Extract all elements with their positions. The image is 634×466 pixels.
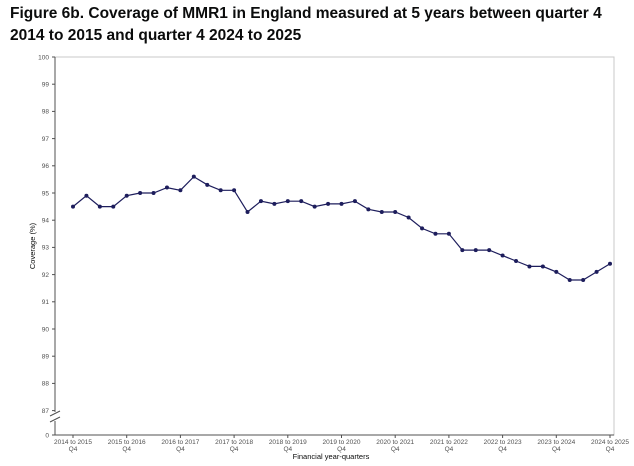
y-tick-label: 87 <box>42 408 50 415</box>
y-tick-label: 93 <box>42 245 50 252</box>
y-tick-label: 95 <box>42 190 50 197</box>
axis-break-mark <box>49 416 61 423</box>
data-point <box>151 191 156 195</box>
x-tick-quarter: Q4 <box>69 446 78 453</box>
data-point <box>446 231 451 236</box>
y-tick-label: 98 <box>42 109 50 116</box>
data-point <box>245 210 250 215</box>
y-tick-label: 92 <box>42 272 50 279</box>
data-point <box>527 264 532 269</box>
y-tick-label: 100 <box>38 54 49 61</box>
y-tick-label: 89 <box>42 354 50 361</box>
data-point <box>554 269 559 274</box>
x-tick-label: 2021 to 2022 <box>430 439 468 446</box>
data-point <box>406 215 411 220</box>
data-point <box>111 204 116 209</box>
y-axis-ticks: 100 99 98 97 96 95 94 93 92 91 90 89 88 87 0 <box>38 54 55 439</box>
axis-break-gap <box>51 412 59 421</box>
data-point <box>594 269 599 274</box>
data-point <box>312 204 317 209</box>
data-point <box>205 182 210 187</box>
x-tick-quarter: Q4 <box>283 446 292 453</box>
data-point <box>326 201 331 206</box>
y-tick-label: 99 <box>42 82 50 89</box>
x-tick-label: 2020 to 2021 <box>376 439 414 446</box>
data-point <box>540 264 545 269</box>
data-point <box>514 259 519 263</box>
data-point <box>581 278 586 283</box>
y-axis-label: Coverage (%) <box>28 222 37 269</box>
plot-border <box>54 56 615 436</box>
data-point <box>379 210 384 215</box>
x-tick-label: 2019 to 2020 <box>323 439 361 446</box>
x-tick-quarter: Q4 <box>552 446 561 453</box>
axis-break-mark <box>49 410 61 417</box>
x-tick-quarter: Q4 <box>122 446 131 453</box>
x-tick-label: 2023 to 2024 <box>537 439 575 446</box>
x-tick-label: 2017 to 2018 <box>215 439 253 446</box>
data-point <box>71 204 75 209</box>
data-point <box>84 193 89 198</box>
chart-title: Figure 6b. Coverage of MMR1 in England m… <box>10 5 602 44</box>
x-tick-quarter: Q4 <box>606 446 615 453</box>
y-tick-label: 97 <box>42 136 50 143</box>
x-tick-label: 2015 to 2016 <box>108 439 146 446</box>
y-tick-label: 94 <box>42 218 50 225</box>
series-layer <box>71 174 612 283</box>
data-point <box>567 278 572 283</box>
plot-frame <box>49 56 615 436</box>
data-point <box>339 201 344 206</box>
data-point <box>608 261 612 266</box>
x-tick-quarter: Q4 <box>176 446 185 453</box>
data-point <box>258 199 263 204</box>
data-point <box>191 174 196 179</box>
y-tick-label: 91 <box>42 299 50 306</box>
x-tick-label: 2016 to 2017 <box>161 439 199 446</box>
y-tick-label: 0 <box>45 432 49 439</box>
x-tick-quarter: Q4 <box>337 446 346 453</box>
data-point <box>487 248 492 253</box>
data-point <box>366 207 371 212</box>
x-axis-label: Financial year-quarters <box>293 452 370 461</box>
x-tick-quarter: Q4 <box>230 446 239 453</box>
y-tick-label: 88 <box>42 381 50 388</box>
data-point <box>164 185 169 190</box>
data-point <box>285 199 290 204</box>
data-point <box>433 231 438 236</box>
y-tick-label: 96 <box>42 163 50 170</box>
data-point <box>272 201 277 206</box>
x-tick-label: 2022 to 2023 <box>484 439 522 446</box>
data-point <box>218 188 223 193</box>
data-point <box>393 210 398 215</box>
data-point <box>460 248 465 253</box>
data-point <box>473 248 478 253</box>
x-tick-label: 2014 to 2015 <box>54 439 92 446</box>
data-point <box>352 199 357 204</box>
data-point <box>178 188 183 193</box>
data-point <box>420 226 425 231</box>
data-point <box>138 191 143 195</box>
data-point <box>232 188 237 193</box>
x-tick-quarter: Q4 <box>391 446 400 453</box>
x-tick-quarter: Q4 <box>445 446 454 453</box>
x-tick-label: 2024 to 2025 <box>591 439 629 446</box>
x-tick-label: 2018 to 2019 <box>269 439 307 446</box>
x-tick-quarter: Q4 <box>498 446 507 453</box>
data-point <box>124 193 129 198</box>
data-point <box>97 204 102 209</box>
data-point <box>500 253 505 258</box>
data-point <box>299 199 304 204</box>
y-tick-label: 90 <box>42 326 50 333</box>
